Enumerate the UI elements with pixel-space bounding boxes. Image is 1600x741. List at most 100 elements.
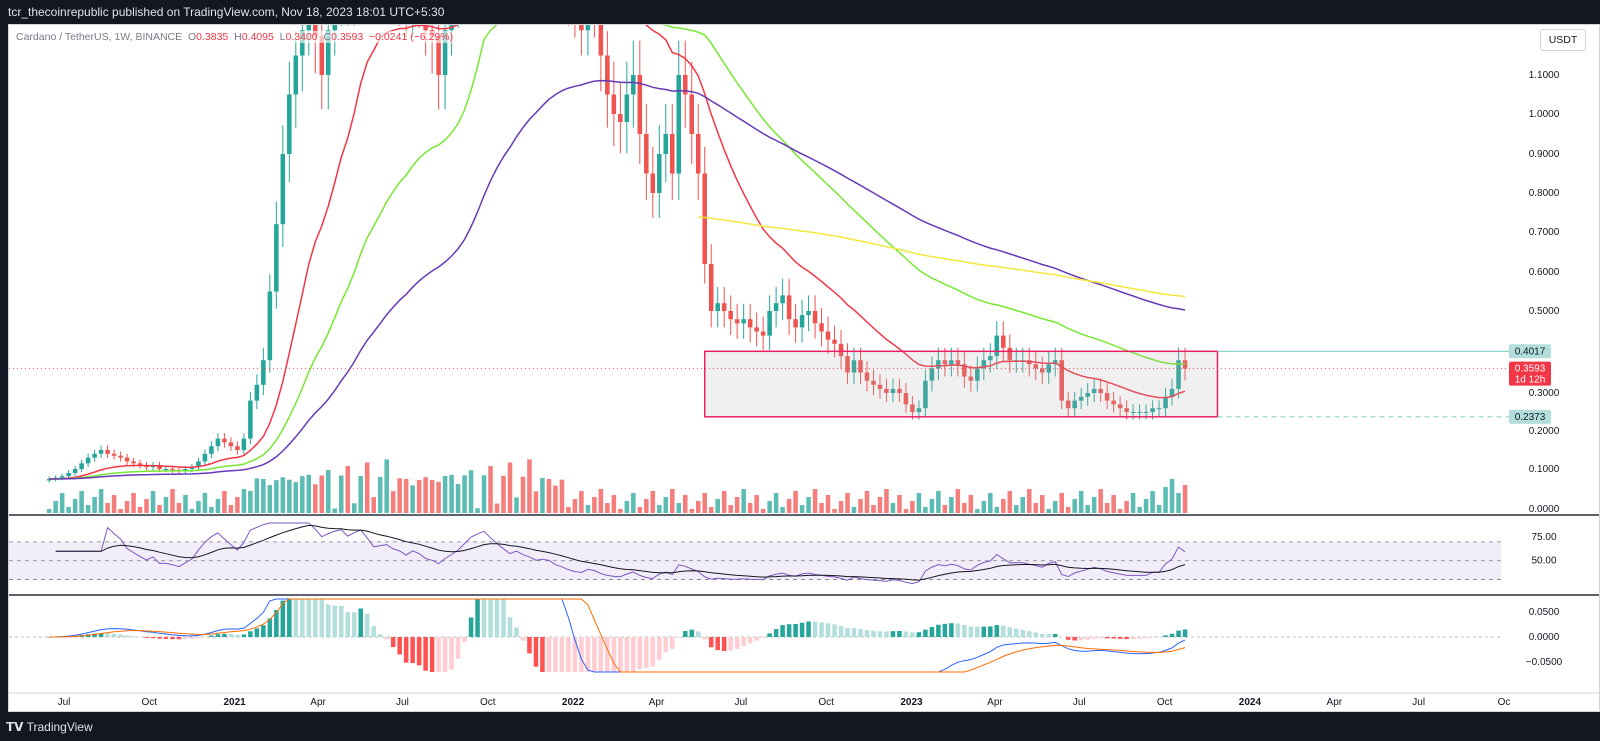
macd-histogram-bar: [734, 637, 740, 649]
macd-histogram-bar: [553, 637, 558, 672]
macd-histogram-bar: [877, 631, 883, 637]
legend-c-value: 0.3593: [331, 31, 364, 43]
consolidation-box: [703, 350, 1219, 418]
macd-histogram-bar: [546, 637, 552, 672]
macd-histogram-bar: [585, 637, 591, 672]
volume-bar: [708, 507, 714, 513]
currency-button[interactable]: USDT: [1540, 29, 1586, 51]
macd-histogram-bar: [605, 637, 610, 672]
candle-body: [845, 356, 850, 373]
candle-body: [657, 154, 662, 193]
volume-bar: [416, 479, 422, 513]
macd-histogram-bar: [325, 604, 331, 637]
volume-bar: [85, 505, 91, 513]
x-tick-label: Apr: [1327, 697, 1343, 708]
candle-body: [1085, 393, 1090, 397]
candle-body: [903, 393, 909, 405]
volume-bar: [338, 475, 344, 513]
candle-body: [293, 55, 299, 95]
candle-body: [851, 360, 857, 373]
volume-bar: [553, 485, 558, 513]
candle-body: [611, 94, 617, 114]
candle-body: [1098, 388, 1103, 393]
macd-histogram-bar: [858, 629, 863, 637]
tradingview-logo[interactable]: 𝗧𝗩 TradingView: [6, 720, 93, 734]
volume-bar: [241, 489, 247, 513]
candle-body: [819, 323, 824, 332]
volume-bar: [170, 489, 175, 513]
macd-histogram-bar: [1033, 632, 1039, 637]
macd-histogram-bar: [1137, 637, 1142, 639]
volume-bar: [572, 499, 578, 513]
macd-histogram-bar: [540, 637, 545, 672]
macd-histogram-bar: [598, 637, 604, 672]
volume-bar: [163, 497, 169, 513]
volume-bar: [546, 479, 552, 513]
volume-bar: [890, 503, 896, 513]
volume-bar: [429, 479, 435, 513]
macd-histogram-bar: [1052, 634, 1058, 637]
candle-body: [760, 331, 766, 336]
volume-bar: [72, 499, 78, 513]
volume-bar: [1156, 505, 1162, 513]
macd-histogram-bar: [702, 637, 707, 640]
macd-histogram-bar: [579, 637, 584, 672]
macd-histogram-bar: [131, 636, 136, 637]
candle-body: [936, 360, 941, 369]
symbol-name[interactable]: Cardano / TetherUS, 1W, BINANCE: [16, 31, 183, 43]
candle-body: [637, 75, 643, 134]
chart-area[interactable]: 1.1000 1.0000 0.9000 0.8000 0.7000 0.6000 0.50…: [8, 24, 1600, 712]
macd-histogram-bar: [624, 637, 630, 672]
volume-bar: [936, 491, 941, 513]
rsi-line: [55, 522, 1186, 585]
macd-histogram-bar: [1130, 637, 1136, 640]
volume-bar: [261, 479, 266, 513]
volume-bar: [858, 499, 863, 513]
volume-bar: [832, 509, 837, 513]
price-chart-svg[interactable]: 1.1000 1.0000 0.9000 0.8000 0.7000 0.6000 0.50…: [9, 25, 1599, 711]
candle-body: [910, 404, 915, 412]
volume-bar: [780, 507, 785, 513]
candle-body: [189, 467, 195, 469]
candle-body: [92, 453, 97, 458]
candle-body: [105, 450, 110, 454]
candle-body: [994, 335, 1000, 357]
macd-histogram-bar: [111, 633, 117, 637]
volume-bar: [1143, 499, 1149, 513]
volume-bar: [79, 491, 84, 513]
volume-bar: [1072, 499, 1077, 513]
volume-bar: [540, 478, 545, 513]
macd-histogram-bar: [1020, 629, 1026, 637]
candle-body: [1111, 400, 1116, 405]
publisher-bar: tcr_thecoinrepublic published on Trading…: [0, 0, 1600, 24]
candle-body: [1091, 388, 1097, 393]
volume-bar: [124, 501, 130, 513]
macd-histogram-bar: [955, 623, 961, 637]
volume-bar: [962, 503, 967, 513]
symbol-legend[interactable]: Cardano / TetherUS, 1W, BINANCE O0.3835 …: [16, 31, 454, 43]
volume-bar: [611, 495, 617, 513]
footer-bar: 𝗧𝗩 TradingView: [0, 712, 1600, 741]
candle-body: [111, 453, 117, 456]
x-tick-label: Oct: [818, 697, 834, 708]
macd-histogram-bar: [196, 637, 201, 639]
candle-body: [1026, 360, 1032, 365]
volume-bar: [494, 503, 500, 513]
candle-body: [618, 114, 623, 122]
candle-body: [215, 438, 221, 447]
macd-histogram-bar: [799, 622, 805, 637]
x-tick-label: 2023: [900, 697, 923, 708]
volume-bar: [481, 475, 487, 513]
macd-histogram-bar: [248, 631, 253, 637]
candle-body: [1104, 393, 1110, 401]
macd-histogram-bar: [170, 637, 175, 640]
candle-body: [59, 476, 65, 478]
macd-histogram-bar: [300, 599, 305, 637]
macd-histogram-bar: [806, 621, 811, 637]
volume-bar: [1046, 509, 1051, 513]
volume-bar: [605, 503, 610, 513]
volume-bar: [1078, 491, 1084, 513]
candle-body: [773, 303, 779, 311]
volume-bar: [637, 507, 643, 513]
ema-20-line: [49, 25, 1186, 480]
